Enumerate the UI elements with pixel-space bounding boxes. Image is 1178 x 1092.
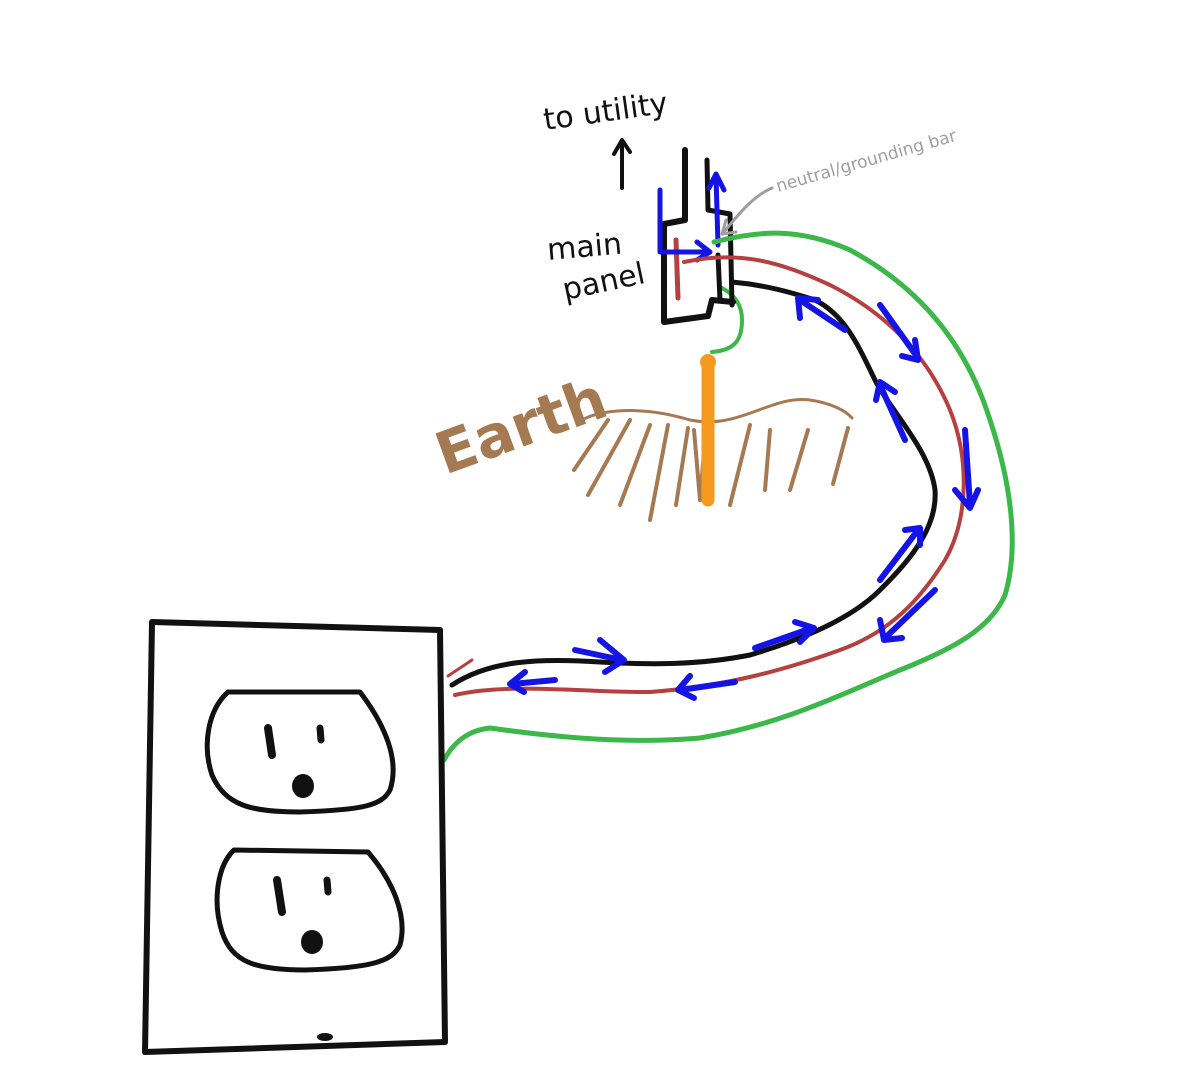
- neutral-grounding-bar-label: neutral/grounding bar: [774, 126, 959, 197]
- ground-wire: [441, 230, 1015, 763]
- arrow-neutral-5: [509, 677, 558, 687]
- panel-neutral-busbar: [673, 237, 681, 301]
- arrow-neutral-4: [677, 679, 738, 693]
- outlet-screw: [317, 1033, 333, 1041]
- main-panel-icon: [661, 147, 736, 325]
- arrow-hot-5: [572, 647, 625, 663]
- up-arrow-icon: [612, 138, 632, 190]
- earth-hatching: [572, 418, 850, 522]
- neutral-wire: [453, 255, 966, 697]
- arrow-hot-2: [877, 382, 908, 443]
- ground-rod-icon: [700, 354, 716, 507]
- to-utility-label: to utility: [541, 86, 670, 138]
- utility-label-group: to utility: [541, 86, 670, 190]
- outlet-faceplate: [142, 619, 448, 1055]
- earth-surface-line: [580, 398, 854, 424]
- current-flow-arrows: [507, 295, 981, 701]
- arrow-neutral-2: [962, 427, 973, 508]
- outlet-receptacle-upper: [204, 689, 396, 815]
- earth-ground: [572, 398, 854, 522]
- arrow-hot-3: [877, 527, 921, 583]
- hot-wire: [449, 279, 938, 688]
- arrow-neutral-3: [882, 587, 938, 641]
- outlet-receptacle-lower: [214, 847, 405, 973]
- main-panel-label-line1: main: [546, 227, 624, 268]
- annotation-leader-line: [722, 186, 774, 234]
- neutral-wire-stub: [446, 658, 474, 678]
- earth-label: Earth: [427, 364, 616, 488]
- arrow-hot-4: [752, 625, 815, 651]
- arrow-hot-1: [797, 297, 848, 333]
- panel-current-path: [657, 171, 727, 263]
- duplex-outlet-icon: [142, 619, 448, 1055]
- neutral-grounding-bar-annotation: neutral/grounding bar: [720, 126, 959, 236]
- arrow-neutral-1: [877, 302, 921, 361]
